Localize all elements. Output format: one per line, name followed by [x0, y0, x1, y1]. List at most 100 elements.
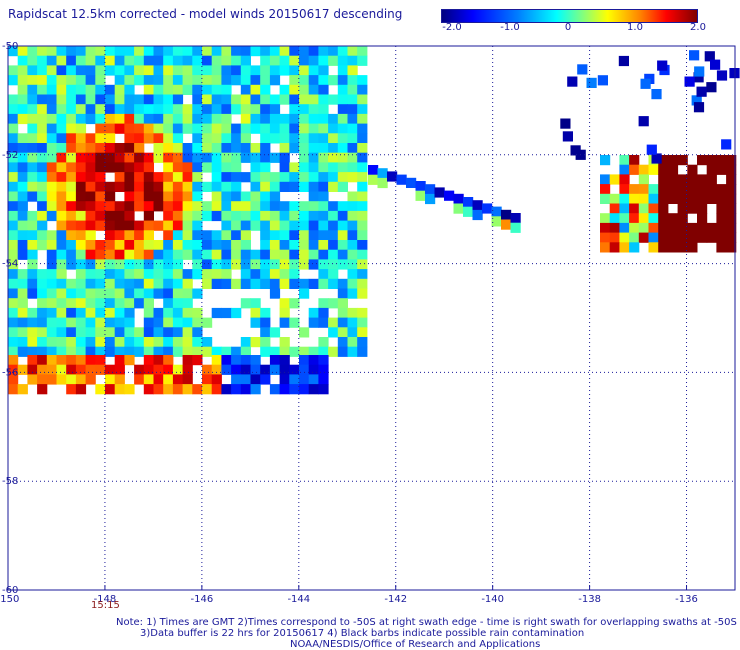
- wind-cell: [114, 364, 125, 375]
- wind-cell: [240, 84, 251, 95]
- wind-cell: [105, 201, 116, 212]
- wind-cell: [56, 307, 67, 319]
- wind-cell: [163, 191, 174, 202]
- wind-cell: [691, 95, 702, 106]
- wind-cell: [46, 104, 57, 115]
- wind-cell: [8, 249, 19, 260]
- wind-cell: [202, 201, 213, 212]
- wind-cell: [250, 317, 261, 328]
- wind-cell: [347, 201, 358, 212]
- wind-cell: [143, 210, 154, 222]
- wind-cell: [163, 327, 174, 338]
- wind-cell: [85, 278, 96, 289]
- wind-cell: [75, 104, 87, 115]
- wind-cell: [143, 249, 154, 260]
- wind-cell: [299, 249, 310, 260]
- wind-cell: [66, 104, 77, 115]
- wind-cell: [124, 230, 135, 241]
- wind-cell: [182, 113, 193, 125]
- wind-cell: [8, 337, 19, 348]
- wind-cell: [85, 181, 96, 192]
- wind-cell: [124, 55, 135, 66]
- wind-cell: [308, 152, 319, 163]
- wind-cell: [17, 240, 28, 251]
- wind-cell: [95, 210, 106, 222]
- wind-cell: [687, 232, 698, 243]
- wind-cell: [202, 133, 213, 144]
- y-axis-ticks: -50 -52 -54 -56 -58 -60: [2, 41, 18, 596]
- wind-cell: [134, 240, 145, 251]
- wind-cell: [95, 346, 106, 357]
- wind-cell: [677, 155, 688, 166]
- wind-cell: [75, 298, 87, 309]
- wind-cell: [134, 249, 145, 260]
- wind-cell: [240, 355, 251, 366]
- wind-cell: [124, 104, 135, 115]
- wind-cell: [95, 355, 106, 366]
- wind-cell: [134, 327, 145, 338]
- wind-cell: [75, 201, 87, 212]
- wind-cell: [619, 174, 630, 185]
- wind-cell: [299, 355, 310, 366]
- wind-cell: [105, 384, 116, 395]
- wind-cell: [153, 46, 164, 57]
- wind-cell: [328, 172, 339, 183]
- wind-cell: [299, 259, 310, 270]
- wind-cell: [697, 155, 708, 166]
- wind-cell: [269, 172, 281, 183]
- wind-cell: [658, 155, 669, 166]
- wind-cell: [124, 152, 135, 163]
- wind-cell: [337, 298, 348, 309]
- wind-cell: [260, 230, 271, 241]
- wind-cell: [153, 65, 164, 76]
- wind-cell: [240, 133, 251, 144]
- wind-cell: [221, 364, 232, 375]
- wind-cell: [75, 65, 87, 76]
- wind-cell: [134, 364, 145, 375]
- wind-cell: [172, 201, 184, 212]
- wind-cell: [318, 75, 329, 86]
- wind-cell: [250, 269, 261, 280]
- wind-cell: [37, 75, 48, 86]
- wind-cell: [75, 230, 87, 241]
- wind-cell: [211, 55, 222, 66]
- wind-cell: [8, 152, 19, 163]
- wind-cell: [308, 123, 319, 134]
- wind-cell: [172, 84, 184, 95]
- wind-cell: [269, 288, 281, 299]
- wind-cell: [240, 298, 251, 309]
- wind-cell: [192, 337, 203, 348]
- wind-cell: [279, 220, 290, 231]
- wind-cell: [357, 46, 368, 57]
- wind-cell: [202, 46, 213, 57]
- wind-cell: [406, 177, 417, 188]
- wind-cell: [202, 364, 213, 375]
- wind-cell: [105, 327, 116, 338]
- wind-cell: [482, 203, 493, 214]
- wind-cell: [8, 364, 19, 375]
- wind-cell: [308, 307, 319, 319]
- wind-cell: [192, 46, 203, 57]
- wind-cell: [677, 232, 688, 243]
- wind-cell: [27, 327, 38, 338]
- wind-cell: [308, 75, 319, 86]
- wind-cell: [95, 259, 106, 270]
- wind-cell: [472, 209, 483, 221]
- wind-cell: [211, 65, 222, 76]
- wind-cell: [619, 203, 630, 214]
- wind-cell: [651, 153, 662, 164]
- wind-cell: [347, 55, 358, 66]
- wind-cell: [37, 220, 48, 231]
- wind-cell: [357, 278, 368, 289]
- wind-cell: [8, 181, 19, 192]
- wind-cell: [95, 269, 106, 280]
- wind-cell: [279, 181, 290, 192]
- wind-cell: [182, 269, 193, 280]
- wind-cell: [651, 89, 662, 100]
- wind-cell: [105, 337, 116, 348]
- wind-cell: [308, 143, 319, 154]
- wind-cell: [697, 203, 708, 214]
- wind-cell: [328, 143, 339, 154]
- wind-cell: [163, 123, 174, 134]
- wind-cell: [347, 220, 358, 231]
